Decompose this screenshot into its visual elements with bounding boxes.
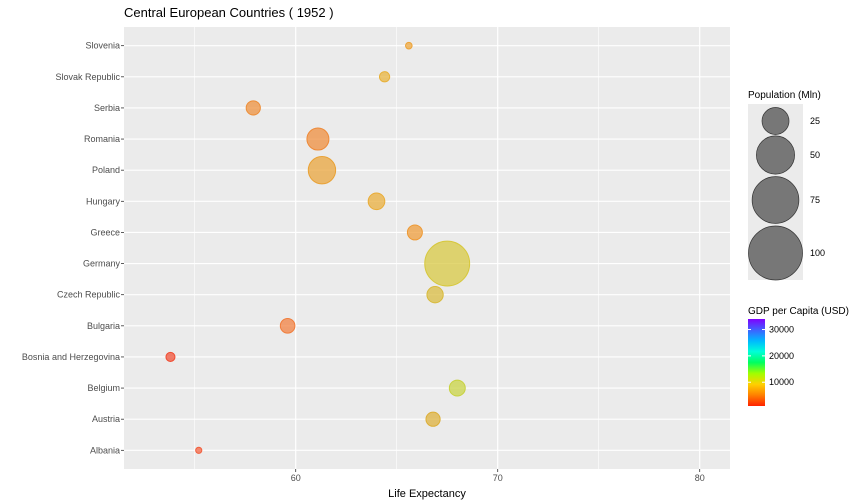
color-legend-title: GDP per Capita (USD): [748, 306, 849, 317]
chart-title: Central European Countries ( 1952 ): [124, 5, 334, 20]
x-axis-title: Life Expectancy: [388, 488, 466, 500]
data-point-romania: [306, 127, 330, 151]
data-point-czech-republic: [426, 286, 444, 304]
y-tick-label: Germany: [83, 259, 121, 269]
size-legend-key: [748, 225, 803, 281]
plot-panel: [124, 27, 730, 469]
y-tick-label: Bosnia and Herzegovina: [22, 352, 120, 362]
y-axis: Albania Austria Belgium Bosnia and Herzegov…: [22, 41, 124, 455]
grid-minor: [194, 27, 600, 469]
data-point-poland: [307, 155, 337, 185]
size-legend: Population (Mln) 25 50 75 100: [748, 90, 825, 281]
y-tick-label: Romania: [84, 134, 120, 144]
data-point-slovenia: [405, 41, 413, 50]
color-legend-label: 30000: [769, 325, 794, 335]
size-legend-key: [751, 176, 800, 224]
data-point-serbia: [245, 100, 261, 116]
data-point-belgium: [448, 379, 466, 397]
data-point-greece: [406, 224, 423, 241]
y-tick-label: Albania: [90, 445, 120, 455]
y-tick-label: Slovenia: [85, 41, 120, 51]
y-tick-label: Serbia: [94, 103, 120, 113]
y-tick-label: Hungary: [86, 196, 121, 206]
color-legend-label: 20000: [769, 351, 794, 361]
size-legend-label: 25: [810, 116, 820, 126]
size-legend-label: 75: [810, 195, 820, 205]
x-axis: 60 70 80: [291, 469, 705, 483]
data-point-albania: [195, 446, 203, 454]
y-tick-label: Austria: [92, 414, 120, 424]
data-point-slovak-republic: [378, 71, 391, 83]
y-tick-label: Poland: [92, 165, 120, 175]
data-point-austria: [425, 411, 441, 427]
size-legend-label: 100: [810, 248, 825, 258]
color-legend-label: 10000: [769, 377, 794, 387]
data-points: [165, 41, 471, 454]
y-tick-label: Greece: [90, 227, 120, 237]
x-tick-label: 60: [291, 473, 301, 483]
color-legend: GDP per Capita (USD) 10000 20000 30000: [748, 306, 849, 406]
y-tick-label: Czech Republic: [57, 290, 121, 300]
size-legend-key: [756, 135, 795, 175]
y-tick-label: Slovak Republic: [55, 72, 120, 82]
x-tick-label: 70: [493, 473, 503, 483]
color-bar: [748, 319, 765, 406]
data-point-hungary: [367, 192, 386, 211]
data-point-bosnia-and-herzegovina: [165, 351, 176, 362]
size-legend-key: [761, 107, 790, 135]
size-legend-title: Population (Mln): [748, 90, 821, 101]
data-point-bulgaria: [279, 318, 296, 334]
y-tick-label: Belgium: [87, 383, 120, 393]
y-tick-label: Bulgaria: [87, 321, 120, 331]
data-point-germany: [424, 240, 471, 287]
size-legend-label: 50: [810, 150, 820, 160]
x-tick-label: 80: [695, 473, 705, 483]
